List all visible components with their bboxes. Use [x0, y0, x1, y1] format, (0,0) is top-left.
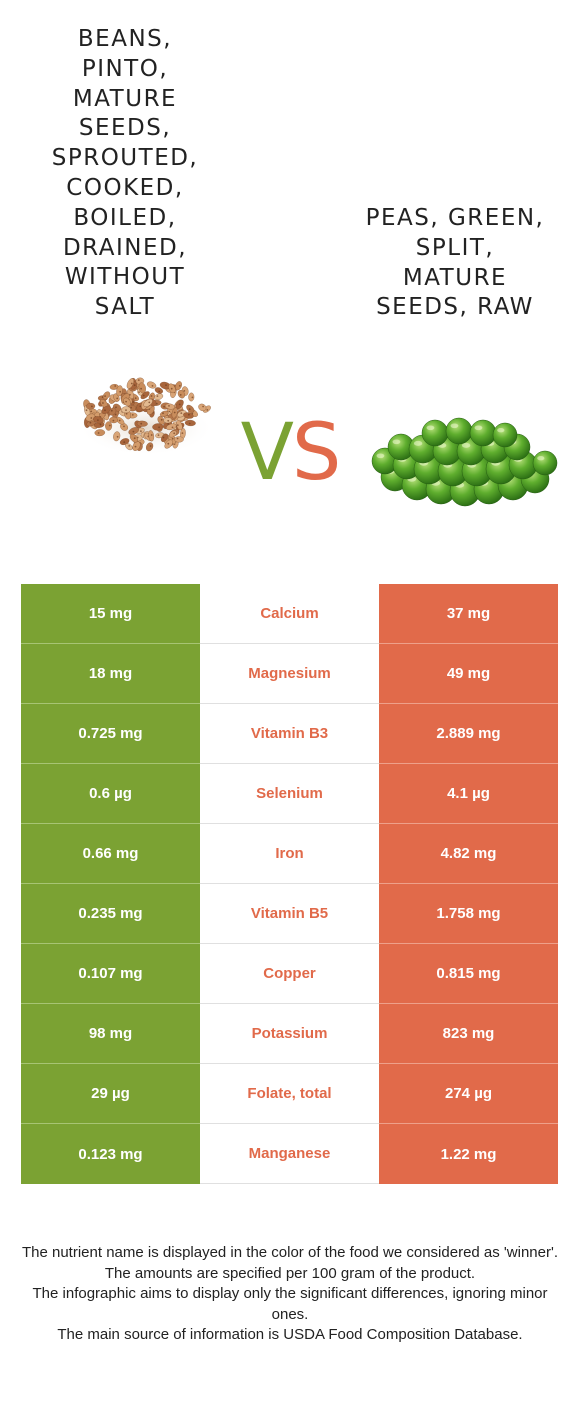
left-value: 15 mg [21, 584, 200, 644]
footer-notes: The nutrient name is displayed in the co… [20, 1243, 560, 1346]
nutrient-name: Selenium [200, 764, 379, 824]
left-value: 0.107 mg [21, 944, 200, 1004]
table-row: 0.66 mg Iron 4.82 mg [21, 824, 558, 884]
table-row: 15 mg Calcium 37 mg [21, 584, 558, 644]
right-value: 274 µg [379, 1064, 558, 1124]
green-peas-image [371, 417, 558, 507]
nutrient-name: Magnesium [200, 644, 379, 704]
nutrient-name: Iron [200, 824, 379, 884]
right-value: 37 mg [379, 584, 558, 644]
nutrient-name: Potassium [200, 1004, 379, 1064]
left-value: 98 mg [21, 1004, 200, 1064]
table-row: 0.6 µg Selenium 4.1 µg [21, 764, 558, 824]
left-value: 0.725 mg [21, 704, 200, 764]
nutrient-name: Copper [200, 944, 379, 1004]
versus-s: S [291, 408, 341, 498]
left-value: 18 mg [21, 644, 200, 704]
nutrient-name: Folate, total [200, 1064, 379, 1124]
footer-line-winner: The nutrient name is displayed in the co… [21, 1244, 559, 1261]
footer-line-differences: The infographic aims to display only the… [32, 1285, 548, 1323]
left-value: 0.235 mg [21, 884, 200, 944]
right-value: 4.82 mg [379, 824, 558, 884]
right-value: 1.22 mg [379, 1124, 558, 1184]
left-food-title: Beans, pinto, mature seeds, sprouted, co… [51, 26, 199, 321]
nutrient-name: Manganese [200, 1124, 379, 1184]
comparison-table: 15 mg Calcium 37 mg 18 mg Magnesium 49 mg 0.72… [21, 584, 558, 1184]
table-row: 0.107 mg Copper 0.815 mg [21, 944, 558, 1004]
table-row: 18 mg Magnesium 49 mg [21, 644, 558, 704]
right-value: 823 mg [379, 1004, 558, 1064]
right-value: 2.889 mg [379, 704, 558, 764]
left-value: 0.6 µg [21, 764, 200, 824]
table-row: 0.725 mg Vitamin B3 2.889 mg [21, 704, 558, 764]
table-row: 0.235 mg Vitamin B5 1.758 mg [21, 884, 558, 944]
nutrient-name: Vitamin B3 [200, 704, 379, 764]
right-value: 0.815 mg [379, 944, 558, 1004]
right-value: 1.758 mg [379, 884, 558, 944]
left-value: 0.66 mg [21, 824, 200, 884]
footer-line-amounts: The amounts are specified per 100 gram o… [104, 1264, 476, 1282]
table-row: 98 mg Potassium 823 mg [21, 1004, 558, 1064]
versus-label: VS [222, 408, 358, 498]
nutrient-name: Calcium [200, 584, 379, 644]
pinto-beans-image [78, 377, 214, 456]
versus-v: V [240, 408, 294, 498]
left-value: 29 µg [21, 1064, 200, 1124]
right-value: 4.1 µg [379, 764, 558, 824]
right-food-title: Peas, green, split, mature seeds, raw [365, 205, 545, 321]
right-value: 49 mg [379, 644, 558, 704]
nutrient-name: Vitamin B5 [200, 884, 379, 944]
table-row: 29 µg Folate, total 274 µg [21, 1064, 558, 1124]
footer-line-source: The main source of information is USDA F… [57, 1326, 523, 1343]
left-value: 0.123 mg [21, 1124, 200, 1184]
table-row: 0.123 mg Manganese 1.22 mg [21, 1124, 558, 1184]
